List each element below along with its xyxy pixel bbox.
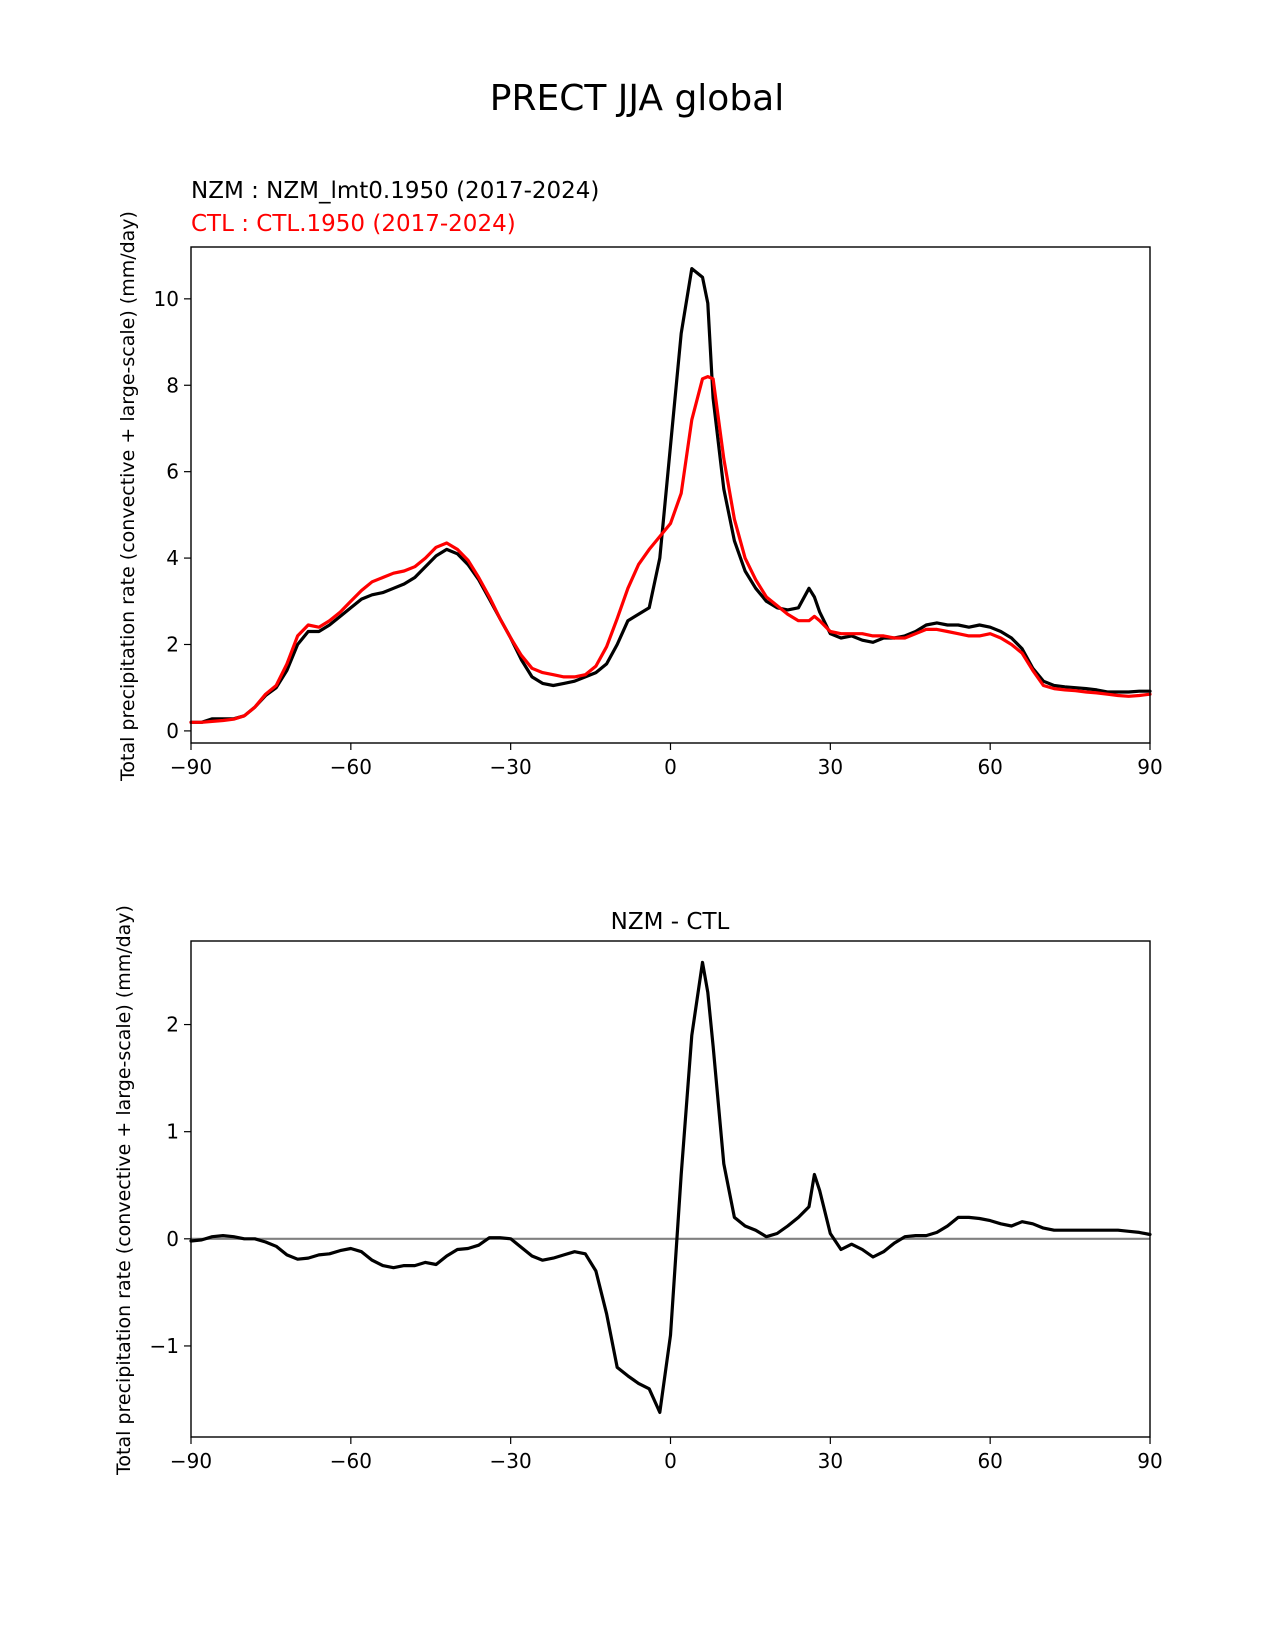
legend-entry-nzm: NZM : NZM_lmt0.1950 (2017-2024): [191, 178, 599, 204]
x-tick-label: 60: [977, 755, 1002, 779]
series-line-nzm-ctl: [189, 960, 1152, 1415]
axis-ticks: −90 −60 −30 0 30 60 90 −1 0 1 2: [150, 1013, 1163, 1473]
figure-title: PRECT JJA global: [490, 78, 785, 119]
x-tick-label: 90: [1137, 755, 1162, 779]
y-axis-label: Total precipitation rate (convective + l…: [113, 905, 135, 1476]
series-line-ctl: [189, 375, 1152, 724]
y-tick-label: 8: [166, 373, 179, 397]
x-tick-label: −30: [490, 1449, 532, 1473]
y-tick-label: 1: [166, 1120, 179, 1144]
y-tick-label: 4: [166, 546, 179, 570]
series-lines: [189, 960, 1152, 1415]
x-tick-label: 30: [818, 1449, 843, 1473]
plot-frame: [190, 940, 1151, 1438]
series-line-nzm: [189, 267, 1152, 724]
y-tick-label: 0: [166, 1227, 179, 1251]
y-tick-label: 2: [166, 1013, 179, 1037]
x-tick-label: −90: [170, 755, 212, 779]
y-tick-label: 10: [154, 287, 179, 311]
y-tick-label: 2: [166, 632, 179, 656]
x-tick-label: 60: [977, 1449, 1002, 1473]
series-lines: [189, 267, 1152, 724]
precip-comparison-panel: NZM : NZM_lmt0.1950 (2017-2024) CTL : CT…: [117, 178, 1163, 782]
x-tick-label: −60: [330, 755, 372, 779]
legend-entry-ctl: CTL : CTL.1950 (2017-2024): [191, 211, 516, 237]
y-tick-label: 0: [166, 719, 179, 743]
x-tick-label: −30: [490, 755, 532, 779]
x-tick-label: −60: [330, 1449, 372, 1473]
axis-ticks: −90 −60 −30 0 30 60 90 0 2 4 6 8 10: [154, 287, 1163, 779]
x-tick-label: 0: [664, 755, 677, 779]
plot-frame: [190, 246, 1151, 744]
x-tick-label: 90: [1137, 1449, 1162, 1473]
panel-title: NZM - CTL: [611, 909, 730, 935]
y-axis-label: Total precipitation rate (convective + l…: [117, 211, 139, 782]
x-tick-label: −90: [170, 1449, 212, 1473]
x-tick-label: 0: [664, 1449, 677, 1473]
y-tick-label: −1: [150, 1334, 179, 1358]
x-tick-label: 30: [818, 755, 843, 779]
precip-difference-panel: NZM - CTL Total precipitation rate (conv…: [113, 905, 1163, 1476]
y-tick-label: 6: [166, 460, 179, 484]
